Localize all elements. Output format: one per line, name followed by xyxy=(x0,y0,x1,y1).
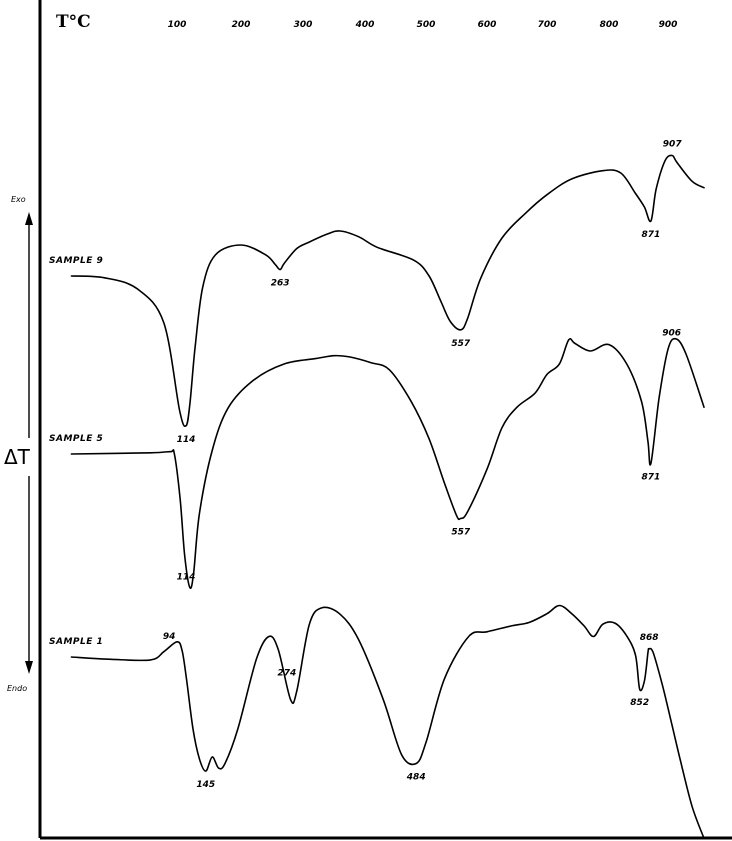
x-tick-label: 900 xyxy=(659,20,678,30)
peak-label: 852 xyxy=(630,698,649,708)
x-tick-label: 300 xyxy=(294,20,313,30)
peak-label: 557 xyxy=(451,339,471,349)
series-label: SAMPLE 5 xyxy=(49,434,103,444)
x-tick-label: 400 xyxy=(355,20,375,30)
peak-label: 871 xyxy=(642,230,661,240)
peak-label: 871 xyxy=(642,472,661,482)
x-tick-label: 700 xyxy=(538,20,557,30)
peak-label: 274 xyxy=(278,669,297,679)
peak-label: 263 xyxy=(271,279,290,289)
endo-label: Endo xyxy=(7,684,27,693)
x-tick-label: 500 xyxy=(417,20,436,30)
series-sample-1: SAMPLE 1 94 145 274 484 852 868 xyxy=(49,604,705,840)
peak-label: 906 xyxy=(662,328,681,338)
x-tick-label: 600 xyxy=(478,20,497,30)
peak-label: 94 xyxy=(163,632,176,642)
x-tick-label: 800 xyxy=(600,20,619,30)
dta-curve xyxy=(70,154,705,428)
series-label: SAMPLE 1 xyxy=(49,637,103,647)
x-unit-label: T°C xyxy=(56,12,91,32)
peak-label: 868 xyxy=(640,633,659,643)
x-tick-label: 200 xyxy=(232,20,251,30)
dta-curve xyxy=(70,604,705,840)
x-tick-label: 100 xyxy=(168,20,187,30)
series-label: SAMPLE 9 xyxy=(49,256,103,266)
peak-label: 114 xyxy=(177,435,196,445)
delta-t-label: ΔT xyxy=(4,445,31,469)
peak-label: 114 xyxy=(177,573,196,583)
peak-label: 484 xyxy=(406,773,426,783)
delta-t-arrow xyxy=(25,212,33,674)
peak-label: 907 xyxy=(663,140,683,150)
dta-curve xyxy=(70,337,705,589)
exo-label: Exo xyxy=(11,195,26,204)
peak-label: 557 xyxy=(451,527,471,537)
peak-label: 145 xyxy=(196,780,215,790)
series-sample-9: SAMPLE 9 114 263 557 871 907 xyxy=(49,140,705,445)
series-sample-5: SAMPLE 5 114 557 871 906 xyxy=(49,328,705,589)
